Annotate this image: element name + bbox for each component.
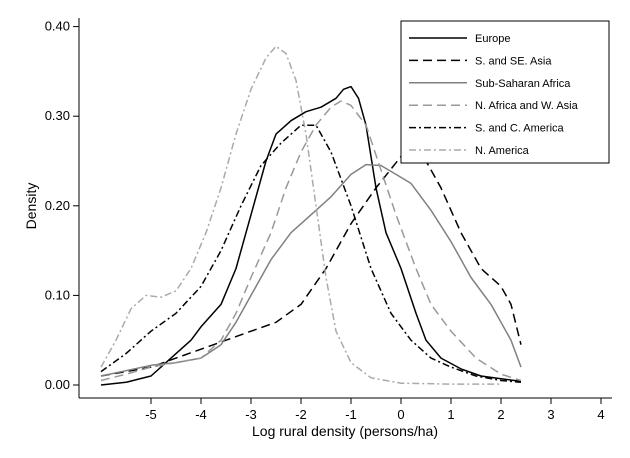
series-line-s-and-c-america xyxy=(100,124,522,384)
y-axis-title: Density xyxy=(23,183,39,230)
x-tick-label: 0 xyxy=(397,407,404,422)
y-tick-label: 0.40 xyxy=(45,19,70,34)
x-tick-label: 4 xyxy=(597,407,604,422)
y-axis-ticks: 0.00 0.10 0.20 0.30 0.40 xyxy=(45,19,79,392)
x-axis-title: Log rural density (persons/ha) xyxy=(252,423,438,439)
plot-area: 0.00 0.10 0.20 0.30 0.40 -5 -4 -3 -2 -1 0 1 2 3 4 xyxy=(45,18,612,422)
x-tick-label: -2 xyxy=(295,407,307,422)
legend: Europe S. and SE. Asia Sub-Saharan Africa N… xyxy=(400,20,610,164)
series-line-s-and-se-asia xyxy=(100,151,522,377)
legend-label-n-america: N. America xyxy=(475,145,530,157)
legend-label-n-africa-and-w-asia: N. Africa and W. Asia xyxy=(475,100,579,112)
x-tick-label: -1 xyxy=(345,407,357,422)
x-tick-label: 3 xyxy=(547,407,554,422)
x-tick-label: 2 xyxy=(497,407,504,422)
x-axis-ticks: -5 -4 -3 -2 -1 0 1 2 3 4 xyxy=(145,398,605,422)
y-tick-label: 0.30 xyxy=(45,108,70,123)
series-line-sub-saharan-africa xyxy=(100,163,522,377)
legend-label-europe: Europe xyxy=(475,33,510,45)
y-tick-label: 0.10 xyxy=(45,287,70,302)
series-line-n-africa-and-w-asia xyxy=(100,100,522,382)
x-tick-label: 1 xyxy=(447,407,454,422)
x-tick-label: -4 xyxy=(195,407,207,422)
y-tick-label: 0.00 xyxy=(45,377,70,392)
legend-box xyxy=(400,20,610,164)
legend-label-s-and-c-america: S. and C. America xyxy=(475,123,565,135)
legend-label-sub-saharan-africa: Sub-Saharan Africa xyxy=(475,78,571,90)
x-tick-label: -3 xyxy=(245,407,257,422)
series-line-europe xyxy=(100,85,522,386)
series-lines xyxy=(100,45,522,386)
y-tick-label: 0.20 xyxy=(45,198,70,213)
x-tick-label: -5 xyxy=(145,407,157,422)
legend-items: Europe S. and SE. Asia Sub-Saharan Africa N… xyxy=(409,33,579,157)
series-line-n-america xyxy=(100,45,501,385)
legend-label-s-and-se-asia: S. and SE. Asia xyxy=(475,55,552,67)
